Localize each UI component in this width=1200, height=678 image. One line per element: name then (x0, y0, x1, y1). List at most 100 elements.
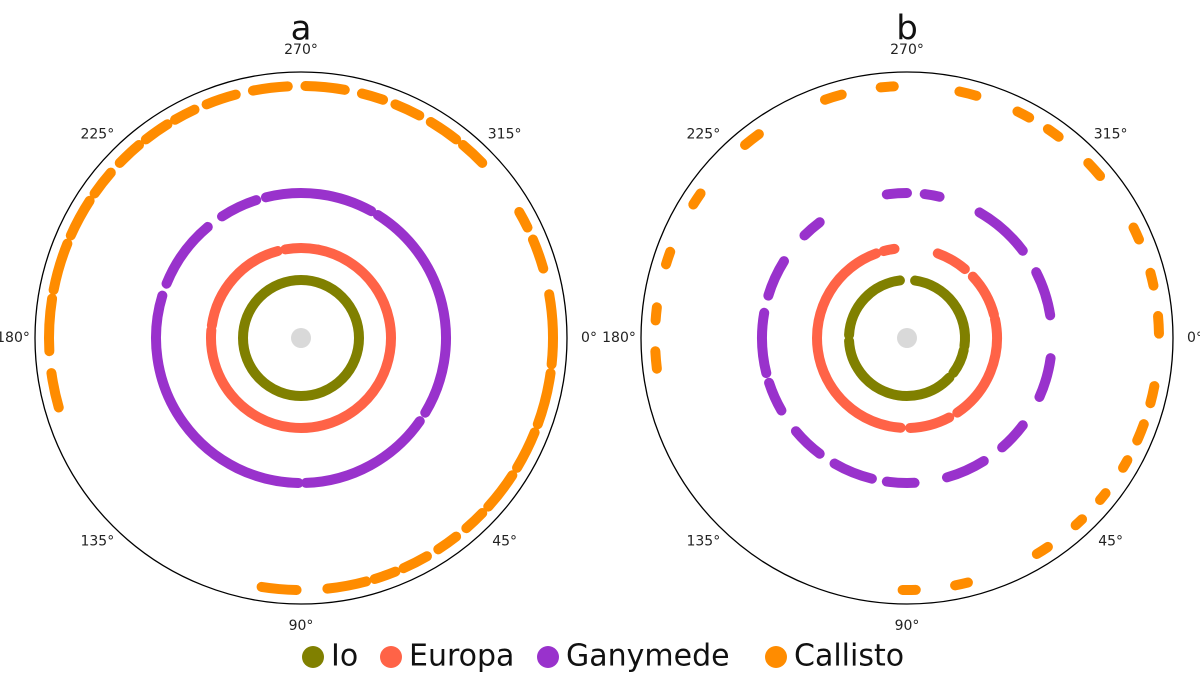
orbit-arc (544, 289, 558, 370)
orbit-arc (140, 119, 173, 145)
orbit-arc (356, 88, 389, 105)
orbit-arc (322, 576, 372, 594)
legend-swatch (765, 646, 787, 668)
orbit-arc (247, 81, 293, 96)
planet-marker (897, 328, 917, 348)
angle-tick-label: 180° (602, 330, 636, 346)
angle-tick-label: 225° (80, 126, 114, 142)
legend-item-callisto: Callisto (765, 639, 904, 674)
orbit-arc (1145, 267, 1159, 291)
series-europa (812, 243, 1002, 433)
legend-swatch (302, 646, 324, 668)
orbit-arc (1012, 106, 1035, 123)
angle-tick-label: 0° (581, 330, 597, 346)
orbit-arc (844, 336, 955, 401)
orbit-arc (952, 314, 1002, 418)
series-io (844, 275, 970, 401)
legend-swatch (537, 646, 559, 668)
angle-tick-label: 270° (284, 42, 318, 58)
legend-item-io: Io (302, 639, 358, 674)
angle-tick-label: 90° (895, 618, 920, 634)
orbit-arc (875, 81, 899, 93)
orbit-arc (905, 412, 955, 433)
orbit-arc (954, 86, 982, 101)
orbit-arc (280, 243, 324, 255)
orbit-arc (238, 275, 364, 401)
angle-tick-label: 315° (1094, 126, 1128, 142)
angle-tick-label: 225° (686, 126, 720, 142)
orbit-arc (1095, 488, 1111, 505)
orbit-arc (948, 345, 969, 378)
orbit-arc (161, 221, 213, 289)
panel-b: b 0° 45° 90° 135° 180° 225° 270° 315° (602, 9, 1200, 635)
angle-tick-label: 135° (80, 534, 114, 550)
orbit-arc (390, 99, 425, 121)
orbit-arc (1034, 353, 1056, 402)
orbit-arc (878, 243, 900, 257)
planet-marker (291, 328, 311, 348)
angle-tick-label: 315° (488, 126, 522, 142)
legend: Io Europa Ganymede Callisto (302, 639, 904, 674)
series-callisto (650, 81, 1164, 595)
angle-tick-label: 45° (1098, 534, 1123, 550)
orbit-arc (44, 293, 58, 357)
orbit-arc (170, 104, 200, 125)
orbit-arc (372, 210, 451, 418)
orbit-arc (514, 207, 533, 233)
orbit-arc (941, 455, 989, 483)
series-ganymede (757, 188, 1056, 488)
orbit-arc (844, 275, 905, 340)
orbit-arc (881, 476, 920, 488)
legend-item-ganymede: Ganymede (537, 639, 730, 674)
orbit-arc (1031, 267, 1056, 321)
series-europa (206, 243, 396, 433)
orbit-arc (757, 307, 772, 379)
angle-tick-label: 135° (686, 534, 720, 550)
orbit-arc (1083, 157, 1106, 182)
orbit-arc (650, 302, 662, 326)
orbit-arc (369, 566, 401, 584)
panel-a: a 0° 45° 90° 135° 180° 225° 270° 315° (0, 9, 597, 635)
orbit-arc (932, 248, 970, 275)
chart-title: b (896, 9, 918, 49)
orbit-arc (1070, 514, 1088, 531)
orbit-arc (950, 577, 973, 591)
angle-tick-label: 0° (1187, 330, 1200, 346)
orbit-arc (65, 195, 95, 241)
orbit-arc (650, 346, 662, 374)
orbit-arc (790, 426, 825, 459)
orbit-arc (527, 234, 549, 274)
orbit-arc (764, 377, 787, 416)
orbit-arc (48, 238, 73, 295)
orbit-arc (217, 195, 262, 222)
orbit-arc (206, 244, 396, 433)
orbit-arc (997, 420, 1028, 453)
legend-label: Europa (409, 639, 514, 674)
orbit-arc (688, 188, 706, 210)
orbit-arc (1128, 222, 1144, 245)
orbit-arc (206, 246, 283, 331)
orbit-arc (799, 217, 825, 241)
orbit-arc (1118, 455, 1133, 473)
orbit-arc (740, 129, 764, 150)
orbit-arc (919, 189, 945, 202)
legend-label: Callisto (794, 639, 904, 674)
polar-boundary (640, 71, 1174, 605)
orbit-arc (425, 116, 462, 145)
orbit-arc (812, 248, 906, 433)
orbit-arc (763, 256, 790, 301)
orbit-arc (661, 246, 676, 270)
orbit-arc (910, 275, 970, 352)
orbit-arc (201, 89, 241, 110)
chart-title: a (291, 9, 312, 49)
angle-tick-label: 270° (890, 42, 924, 58)
orbit-arc (46, 368, 64, 413)
orbit-arc (461, 508, 488, 534)
orbit-arc (1153, 311, 1164, 339)
series-callisto (44, 81, 558, 595)
orbit-arc (114, 139, 145, 168)
angle-tick-label: 180° (0, 330, 30, 346)
orbit-arc (398, 551, 432, 574)
legend-label: Io (331, 639, 358, 674)
